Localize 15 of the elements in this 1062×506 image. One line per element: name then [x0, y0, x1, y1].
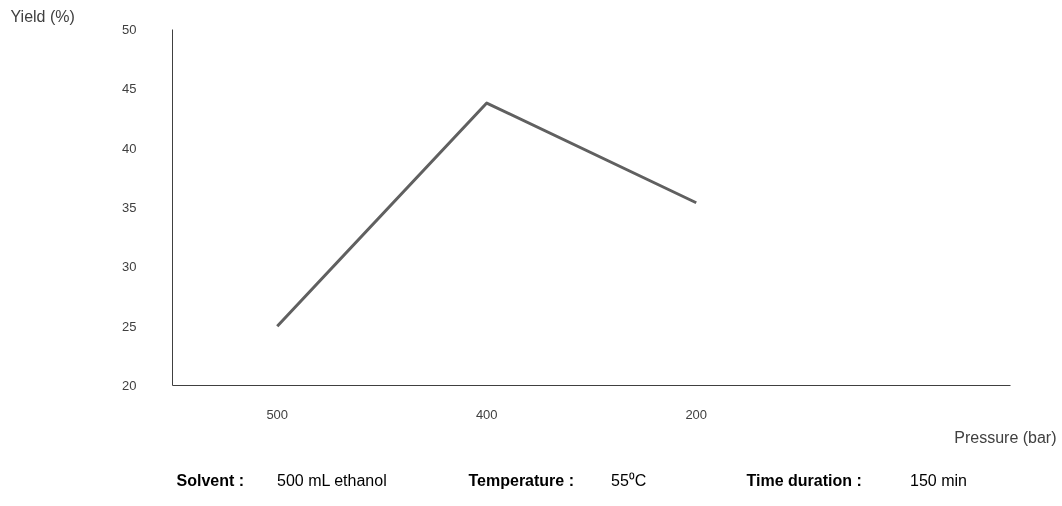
y-tick-label: 20	[122, 378, 137, 393]
x-tick-label: 400	[475, 406, 498, 422]
text: Solvent : 500 mL ethanol	[176, 472, 387, 489]
y-tick-label: 45	[122, 81, 137, 97]
y-axis-title: Yield (%)	[10, 7, 75, 25]
y-tick-label: 30	[122, 259, 137, 275]
text: Temperature : 55⁰C	[468, 472, 647, 489]
x-tick-label: 200	[685, 406, 708, 422]
x-tick-label: 500	[266, 406, 289, 422]
x-axis-title: Pressure (bar)	[954, 428, 1057, 446]
text: Time duration : 150 min	[746, 472, 967, 489]
y-tick-label: 35	[122, 200, 137, 215]
y-tick-label: 50	[122, 22, 137, 37]
y-tick-label: 40	[122, 140, 137, 156]
y-tick-label: 25	[122, 318, 137, 334]
